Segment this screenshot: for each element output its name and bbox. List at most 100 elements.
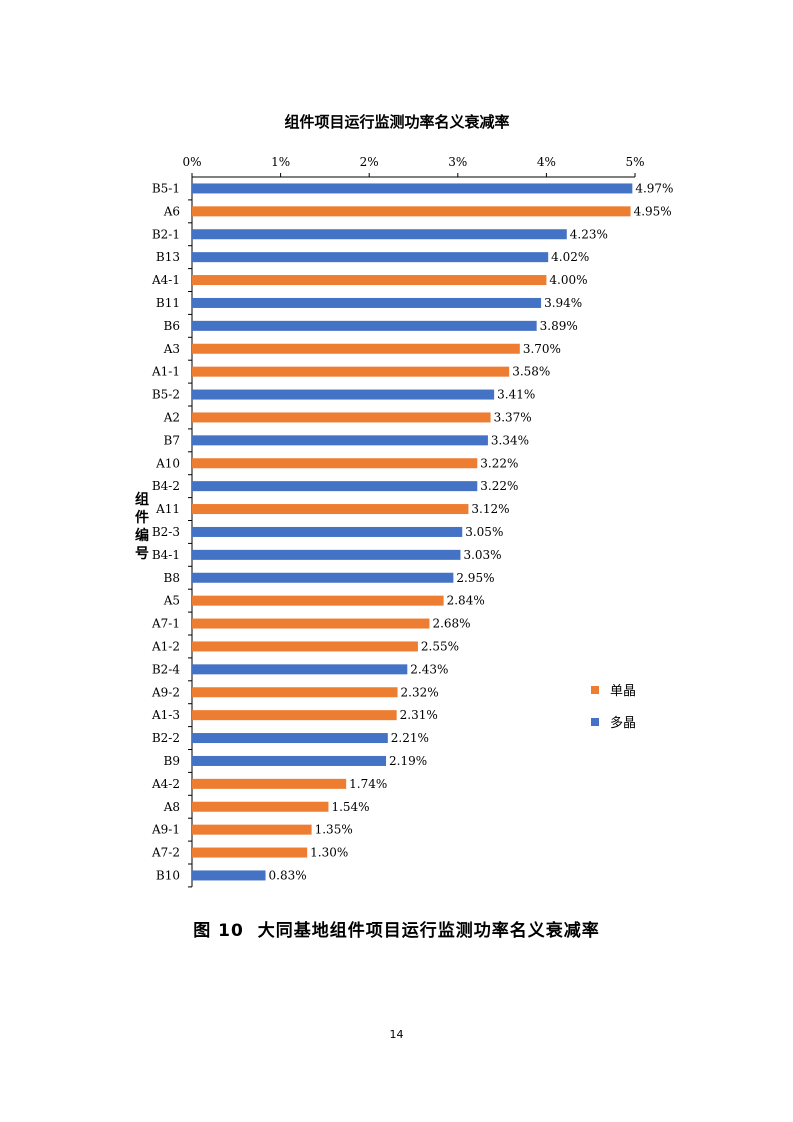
y-axis-label-char: 件 <box>135 509 149 526</box>
bar <box>192 435 488 446</box>
data-label: 1.54% <box>331 800 369 814</box>
bar <box>192 412 491 423</box>
y-tick-label: B2-3 <box>152 525 180 539</box>
y-tick-label: A3 <box>163 342 180 356</box>
data-label: 2.32% <box>401 685 439 699</box>
y-tick-label: A8 <box>163 800 180 814</box>
data-label: 3.94% <box>544 296 582 310</box>
data-label: 2.55% <box>421 639 459 653</box>
bar <box>192 366 510 377</box>
bar <box>192 595 444 606</box>
bar <box>192 252 549 263</box>
figure-caption-text: 大同基地组件项目运行监测功率名义衰减率 <box>257 921 600 941</box>
bar <box>192 320 537 331</box>
y-tick-label: A9-1 <box>151 823 180 837</box>
data-label: 4.97% <box>635 181 673 195</box>
bar <box>192 778 347 789</box>
page-number: 14 <box>389 1028 404 1041</box>
chart-title: 组件项目运行监测功率名义衰减率 <box>284 113 509 131</box>
data-label: 3.58% <box>512 365 550 379</box>
bar <box>192 710 397 721</box>
bar-series: 4.97% 4.95% 4.23% 4.02% 4.00% 3.94% 3.89% 3.70%… <box>192 181 673 882</box>
data-label: 3.12% <box>471 502 509 516</box>
bar <box>192 824 312 835</box>
y-tick-label: A2 <box>163 410 180 424</box>
y-tick-label: A1-1 <box>151 365 180 379</box>
legend-label: 单晶 <box>610 684 636 699</box>
bar <box>192 229 567 240</box>
bar <box>192 389 495 400</box>
y-tick-label: B2-4 <box>152 662 181 676</box>
data-label: 0.83% <box>269 868 307 882</box>
x-tick-label: 1% <box>271 155 290 169</box>
bar <box>192 206 631 217</box>
y-tick-label: B9 <box>164 754 180 768</box>
bar <box>192 183 633 194</box>
y-tick-label: B6 <box>164 319 180 333</box>
y-tick-label: B13 <box>156 250 180 264</box>
data-label: 3.37% <box>494 410 532 424</box>
y-tick-label: A1-3 <box>151 708 180 722</box>
bar <box>192 618 430 629</box>
data-label: 2.84% <box>447 594 485 608</box>
bar <box>192 572 454 583</box>
bar <box>192 664 408 675</box>
bar <box>192 755 387 766</box>
y-tick-label: A7-2 <box>151 846 180 860</box>
data-label: 4.02% <box>551 250 589 264</box>
bar <box>192 847 308 858</box>
data-label: 2.95% <box>456 571 494 585</box>
x-axis: 0% 1% 2% 3% 4% 5% <box>182 155 645 178</box>
bar <box>192 458 478 469</box>
y-tick-label: B5-2 <box>152 388 180 402</box>
y-tick-label: B7 <box>164 433 180 447</box>
data-label: 2.31% <box>400 708 438 722</box>
x-tick-label: 2% <box>360 155 379 169</box>
x-tick-label: 3% <box>448 155 467 169</box>
data-label: 3.34% <box>491 433 529 447</box>
figure-caption: 图 10 大同基地组件项目运行监测功率名义衰减率 <box>0 916 793 941</box>
y-tick-label: B8 <box>164 571 180 585</box>
data-label: 1.35% <box>315 823 353 837</box>
y-tick-label: A4-1 <box>151 273 180 287</box>
y-tick-label: B2-1 <box>152 227 180 241</box>
y-tick-label: B2-2 <box>152 731 180 745</box>
data-label: 3.05% <box>465 525 503 539</box>
bar <box>192 526 463 537</box>
y-axis-label-char: 组 <box>135 491 149 508</box>
bar <box>192 870 266 881</box>
bar <box>192 733 388 744</box>
y-tick-label: B5-1 <box>152 181 180 195</box>
y-axis: B5-1 A6 B2-1 B13 A4-1 B11 B6 A3 A1-1 B5-2 A2 B7 A10 B… <box>151 177 193 888</box>
x-tick-label: 5% <box>625 155 644 169</box>
y-tick-label: B11 <box>156 296 180 310</box>
y-tick-label: B4-1 <box>152 548 180 562</box>
data-label: 3.22% <box>480 456 518 470</box>
data-label: 3.22% <box>480 479 518 493</box>
y-tick-label: B4-2 <box>152 479 180 493</box>
data-label: 2.43% <box>410 662 448 676</box>
bar <box>192 297 542 308</box>
bar <box>192 275 547 286</box>
y-tick-label: A10 <box>155 456 180 470</box>
data-label: 1.74% <box>349 777 387 791</box>
y-tick-label: B10 <box>156 868 180 882</box>
bar <box>192 549 461 560</box>
legend-label: 多晶 <box>610 715 636 731</box>
bar <box>192 504 469 515</box>
bar <box>192 801 329 812</box>
data-label: 3.89% <box>540 319 578 333</box>
legend-swatch <box>591 686 599 694</box>
data-label: 2.21% <box>391 731 429 745</box>
y-tick-label: A9-2 <box>151 685 180 699</box>
data-label: 4.00% <box>549 273 587 287</box>
data-label: 4.23% <box>570 227 608 241</box>
figure-caption-number: 图 10 <box>193 921 244 941</box>
y-tick-label: A4-2 <box>151 777 180 791</box>
bar <box>192 687 398 698</box>
data-label: 2.19% <box>389 754 427 768</box>
y-tick-label: A11 <box>155 502 180 516</box>
